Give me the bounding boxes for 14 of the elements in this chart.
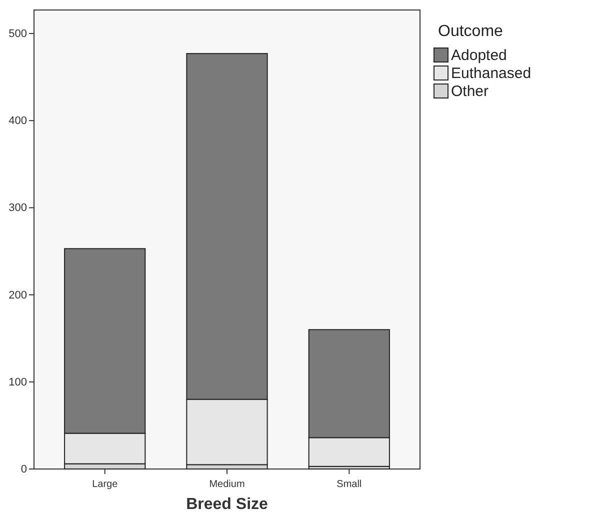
x-tick-label: Small bbox=[336, 479, 362, 490]
legend-title: Outcome bbox=[438, 23, 504, 40]
y-tick-label: 200 bbox=[8, 289, 27, 302]
legend-label: Other bbox=[451, 83, 489, 100]
y-tick-label: 500 bbox=[8, 28, 27, 40]
x-axis-title: Breed Size bbox=[186, 496, 268, 512]
y-tick-label: 400 bbox=[8, 115, 27, 128]
legend-label: Euthanased bbox=[451, 65, 532, 82]
x-tick-label: Large bbox=[92, 479, 118, 490]
legend-label: Adopted bbox=[451, 47, 507, 64]
y-tick-label: 100 bbox=[8, 376, 27, 388]
y-tick-label: 0 bbox=[20, 464, 27, 476]
x-tick-label: Medium bbox=[209, 479, 245, 490]
y-tick-label: 300 bbox=[8, 202, 27, 214]
